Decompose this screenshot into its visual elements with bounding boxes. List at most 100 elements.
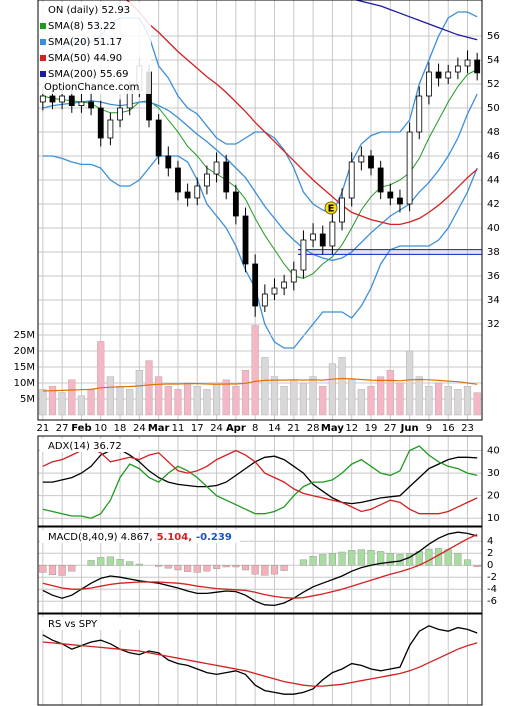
y-tick-label: 42 — [487, 199, 500, 210]
candle-body — [416, 95, 423, 133]
candle-body — [319, 233, 326, 247]
candle-body — [204, 173, 210, 187]
volume-bar — [367, 386, 375, 416]
x-tick-label: 9 — [426, 423, 432, 434]
candle-body — [175, 167, 181, 193]
histogram-bar — [406, 553, 414, 566]
title-bg — [40, 530, 240, 543]
x-tick-label: 23 — [461, 423, 474, 434]
panel-frame — [37, 435, 483, 527]
y-tick-label: 56 — [487, 31, 500, 42]
y-tick-label: 48 — [487, 127, 500, 138]
candle-body — [68, 95, 75, 106]
x-tick-label: Feb — [71, 423, 91, 434]
x-tick-label: 24 — [210, 423, 223, 434]
volume-bar — [406, 350, 414, 416]
candle-body — [213, 161, 220, 175]
candle-body — [310, 233, 316, 241]
volume-bar — [463, 386, 472, 416]
candle-body — [300, 239, 307, 271]
indicator-line — [42, 155, 478, 349]
y-tick-label: 34 — [487, 295, 500, 306]
histogram-bar — [48, 565, 57, 576]
y-tick-label: 54 — [487, 55, 500, 66]
panel-frame — [37, 613, 483, 706]
volume-bar — [328, 363, 336, 416]
x-tick-label: Mar — [148, 423, 170, 434]
y-tick-label: -2 — [487, 572, 497, 583]
x-tick-label: 16 — [442, 423, 455, 434]
legend-swatch — [40, 39, 46, 45]
histogram-bar — [241, 565, 250, 571]
legend-swatch — [40, 23, 46, 29]
title-bg — [40, 439, 140, 452]
histogram-bar — [338, 551, 346, 566]
candle-body — [290, 269, 297, 283]
volume-bar — [241, 370, 250, 416]
x-tick-label: 12 — [345, 423, 358, 434]
histogram-bar — [164, 565, 172, 569]
candle-body — [271, 287, 278, 295]
histogram-bar — [270, 565, 279, 575]
histogram-bar — [377, 551, 385, 566]
volume-bar — [145, 360, 153, 416]
y-tick-label: 10M — [14, 378, 35, 389]
candle-body — [406, 131, 413, 205]
legend-label: SMA(50) 44.90 — [48, 53, 122, 64]
x-tick-label: 8 — [252, 423, 258, 434]
candle-body — [329, 221, 336, 247]
volume-bar — [261, 357, 269, 416]
candle-body — [39, 95, 46, 103]
x-tick-label: 19 — [365, 423, 378, 434]
volume-bar — [155, 376, 163, 416]
candle-body — [348, 161, 355, 199]
y-tick-label: 2 — [487, 548, 493, 559]
indicator-line — [353, 0, 478, 41]
candle-body — [184, 191, 191, 199]
volume-bar — [434, 382, 443, 416]
y-tick-label: -6 — [487, 596, 497, 607]
histogram-bar — [203, 565, 211, 572]
y-tick-label: 46 — [487, 151, 500, 162]
indicator-line — [42, 377, 478, 392]
y-tick-label: 20M — [14, 346, 35, 357]
y-tick-label: 40 — [487, 223, 500, 234]
histogram-bar — [309, 556, 317, 566]
histogram-bar — [444, 549, 452, 566]
panel-frame — [37, 526, 483, 614]
histogram-bar — [425, 548, 433, 566]
y-tick-label: 20 — [487, 491, 500, 502]
x-tick-label: 18 — [114, 423, 127, 434]
volume-bar — [338, 357, 346, 416]
volume-bar — [319, 386, 327, 416]
candle-body — [97, 107, 104, 139]
candle-body — [426, 71, 432, 97]
legend-swatch — [40, 71, 46, 77]
volume-bar — [232, 386, 240, 416]
volume-bar — [135, 370, 143, 416]
candle-body — [464, 59, 471, 67]
x-tick-label: 28 — [307, 423, 320, 434]
x-tick-label: 14 — [268, 423, 281, 434]
x-tick-label: 10 — [94, 423, 107, 434]
y-tick-label: 50 — [487, 103, 500, 114]
indicator-line — [42, 68, 478, 279]
y-tick-label: 4 — [487, 536, 493, 547]
volume-bar — [377, 376, 385, 416]
candle-body — [59, 95, 66, 103]
title-part: 5.104, — [157, 532, 192, 543]
volume-bar — [425, 386, 433, 416]
candle-body — [117, 107, 123, 121]
candle-body — [165, 155, 172, 169]
volume-bar — [97, 341, 105, 416]
candle-body — [88, 101, 94, 109]
legend-swatch — [40, 55, 46, 61]
indicator-line — [42, 93, 478, 262]
candle-body — [194, 185, 201, 199]
volume-bar — [396, 382, 404, 416]
histogram-bar — [463, 559, 472, 566]
histogram-bar — [106, 556, 114, 566]
histogram-bar — [155, 565, 163, 567]
title-part: MACD(8,40,9) 4.867, — [48, 532, 153, 543]
volume-bar — [280, 386, 288, 416]
